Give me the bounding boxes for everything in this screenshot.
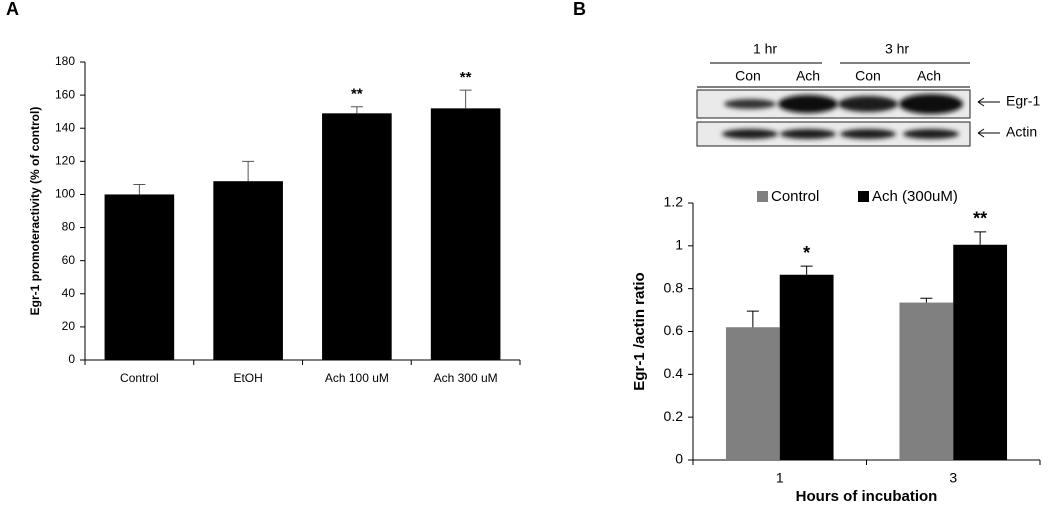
x-axis-label: Hours of incubation — [796, 488, 938, 505]
bar — [322, 113, 392, 360]
blot-band-label: Egr-1 — [1006, 93, 1040, 109]
legend-swatch — [757, 191, 768, 202]
arrow — [977, 128, 1000, 138]
x-tick-label: 1 — [776, 470, 784, 486]
error-bar — [459, 89, 472, 109]
bar — [953, 244, 1008, 460]
legend-label: Control — [771, 188, 819, 205]
y-tick-label: 40 — [62, 286, 76, 300]
blot-lane-label: Ach — [796, 68, 820, 84]
y-tick-label: 100 — [55, 187, 75, 201]
panel-letter: B — [573, 0, 586, 19]
error-bar — [800, 265, 813, 275]
error-bar — [974, 231, 987, 245]
bar — [899, 302, 954, 460]
blot-band — [840, 129, 896, 139]
panel-letter: A — [6, 0, 19, 19]
y-tick-label: 0.6 — [664, 322, 684, 338]
blot-band — [780, 129, 836, 139]
y-tick-label: 0.8 — [664, 279, 684, 295]
y-tick-label: 60 — [62, 253, 76, 267]
blot-time-label: 1 hr — [753, 41, 777, 57]
blot-lane-label: Ach — [917, 68, 941, 84]
blot-band — [899, 94, 963, 114]
error-bar — [920, 297, 933, 303]
y-tick-label: 140 — [55, 120, 75, 134]
bar — [430, 108, 501, 360]
significance-label: ** — [973, 209, 987, 229]
blot-band — [838, 96, 898, 112]
y-axis-label: Egr-1 promoteractivity (% of control) — [28, 107, 42, 316]
x-tick-label: Ach 300 uM — [434, 371, 498, 385]
error-bar — [133, 184, 146, 195]
x-tick-label: Control — [120, 371, 159, 385]
error-bar — [350, 106, 363, 114]
blot-band — [724, 99, 776, 109]
y-tick-label: 120 — [55, 154, 75, 168]
blot-band — [778, 95, 838, 113]
y-tick-label: 1.2 — [664, 194, 684, 210]
y-axis-label: Egr-1 /actin ratio — [631, 272, 648, 390]
blot-band — [722, 129, 778, 139]
y-tick-label: 1 — [675, 237, 683, 253]
blot-lane-label: Con — [735, 68, 761, 84]
arrow — [977, 97, 1000, 107]
western-blot: 1 hr 3 hr Con Ach Con Ach Egr-1 Actin — [696, 41, 1040, 147]
x-tick-label: 3 — [949, 470, 957, 486]
y-tick-label: 0.2 — [664, 408, 684, 424]
significance-label: * — [803, 243, 810, 263]
y-tick-label: 80 — [62, 220, 76, 234]
y-tick-label: 0 — [68, 352, 75, 366]
legend-label: Ach (300uM) — [872, 188, 958, 205]
y-tick-label: 0 — [675, 451, 683, 467]
y-tick-label: 160 — [55, 87, 75, 101]
blot-lane-label: Con — [855, 68, 881, 84]
error-bar — [242, 160, 255, 182]
significance-label: ** — [351, 86, 363, 103]
bar — [104, 194, 175, 360]
bar — [725, 327, 780, 460]
x-tick-label: Ach 100 uM — [325, 371, 389, 385]
y-tick-label: 20 — [62, 319, 76, 333]
blot-band-label: Actin — [1006, 124, 1037, 140]
blot-time-label: 3 hr — [885, 41, 909, 57]
significance-label: ** — [460, 69, 472, 86]
bar — [213, 181, 283, 360]
y-tick-label: 0.4 — [664, 365, 684, 381]
legend-swatch — [858, 191, 869, 202]
error-bar — [746, 310, 759, 328]
bar — [779, 274, 834, 460]
x-tick-label: EtOH — [233, 371, 262, 385]
y-tick-label: 180 — [55, 54, 75, 68]
blot-band — [903, 129, 959, 139]
